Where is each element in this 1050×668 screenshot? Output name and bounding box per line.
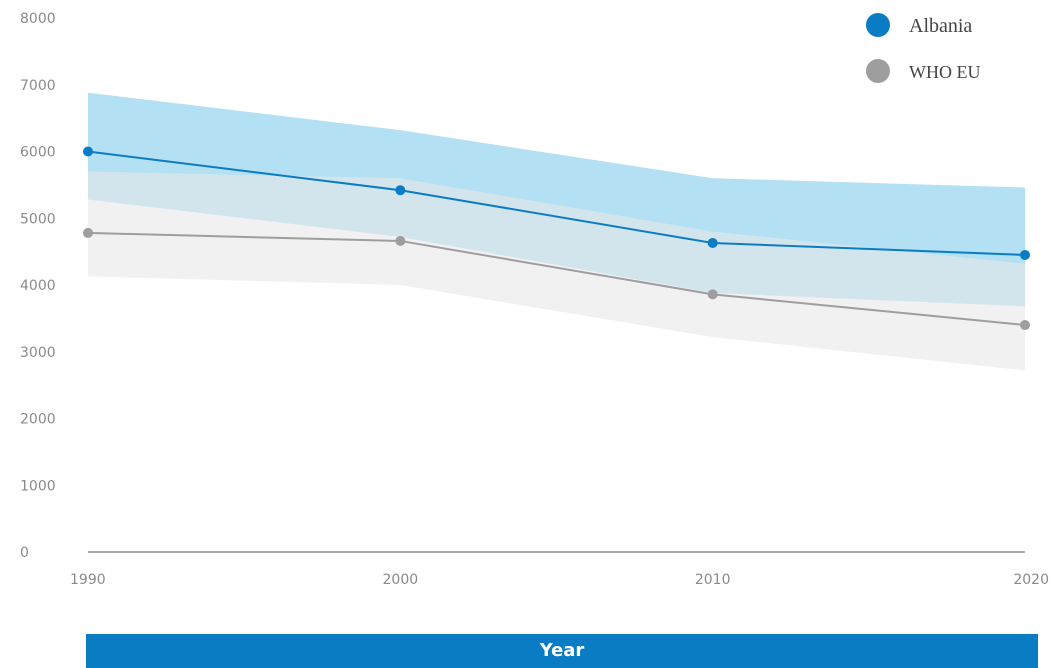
x-axis-label: Year	[539, 640, 585, 661]
line-albania	[87, 150, 1026, 256]
legend-marker-who-eu	[866, 59, 890, 83]
line-who-eu	[87, 231, 1026, 327]
y-tick-label: 7000	[20, 78, 56, 94]
y-axis-ticks: 0 1000 2000 3000 4000 5000 6000 7000 8000	[20, 11, 56, 561]
x-axis-ticks: 1990 2000 2010 2020	[70, 572, 1049, 588]
x-axis-label-bar: Year	[86, 634, 1038, 668]
y-tick-label: 1000	[20, 478, 56, 494]
legend: Albania WHO EU	[866, 13, 980, 83]
x-tick-label: 2010	[695, 572, 731, 588]
y-tick-label: 5000	[20, 211, 56, 227]
point-who-eu	[395, 235, 406, 246]
y-tick-label: 3000	[20, 345, 56, 361]
legend-label-who-eu: WHO EU	[909, 62, 980, 82]
y-tick-label: 6000	[20, 145, 56, 161]
legend-marker-albania	[866, 13, 890, 37]
y-tick-label: 2000	[20, 412, 56, 428]
x-tick-label: 1990	[70, 572, 106, 588]
x-tick-label: 2020	[1013, 572, 1049, 588]
point-albania	[395, 185, 406, 196]
point-who-eu	[707, 289, 718, 300]
point-who-eu	[83, 227, 93, 238]
point-albania	[1020, 249, 1030, 260]
band-who-eu	[88, 171, 1025, 371]
series-points	[83, 146, 1030, 331]
point-albania	[707, 237, 718, 248]
point-who-eu	[1020, 320, 1030, 331]
y-tick-label: 8000	[20, 11, 56, 27]
x-tick-label: 2000	[383, 572, 419, 588]
uncertainty-bands	[88, 92, 1025, 371]
y-tick-label: 0	[20, 545, 29, 561]
y-tick-label: 4000	[20, 278, 56, 294]
point-albania	[83, 146, 93, 157]
legend-label-albania: Albania	[909, 15, 972, 37]
series-lines	[87, 150, 1026, 327]
